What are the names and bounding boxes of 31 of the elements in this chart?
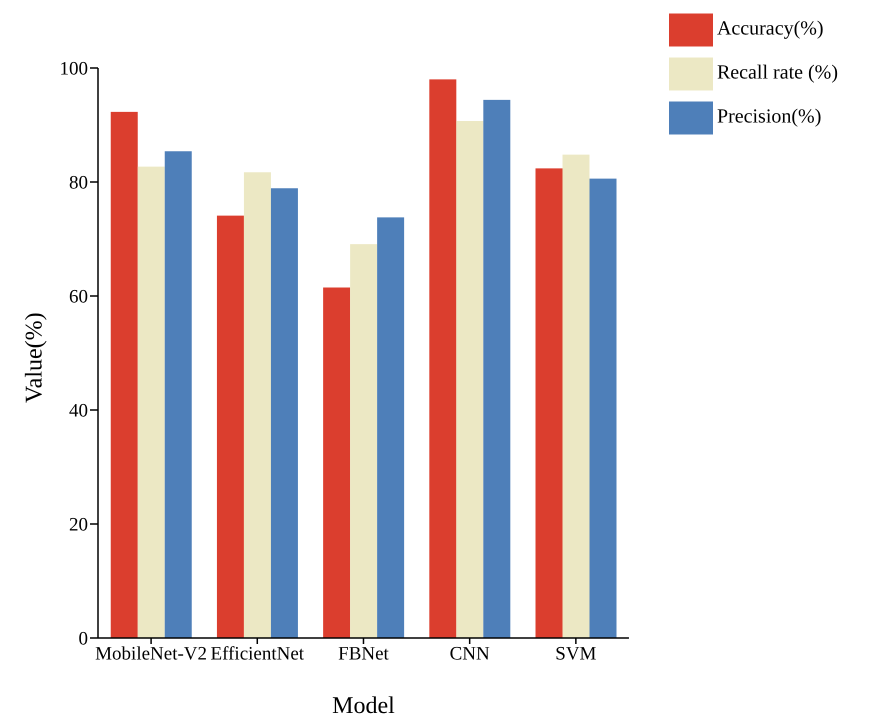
bar bbox=[590, 178, 617, 638]
y-tick-label: 0 bbox=[78, 628, 88, 650]
bar bbox=[429, 79, 456, 638]
legend-label: Accuracy(%) bbox=[716, 18, 824, 40]
bar bbox=[562, 154, 590, 638]
bar bbox=[377, 217, 404, 638]
y-tick-label: 40 bbox=[69, 400, 88, 422]
bar bbox=[323, 287, 350, 638]
y-axis-title: Value(%) bbox=[22, 312, 48, 403]
x-tick-label: EfficientNet bbox=[210, 643, 305, 664]
x-tick-label: SVM bbox=[555, 643, 597, 664]
bar bbox=[536, 168, 563, 638]
x-tick-label: FBNet bbox=[338, 643, 390, 664]
legend-label: Recall rate (%) bbox=[716, 62, 838, 84]
bar bbox=[138, 166, 165, 638]
bar bbox=[483, 100, 510, 638]
bar bbox=[270, 188, 298, 638]
y-tick-label: 60 bbox=[69, 286, 88, 308]
x-axis-title: Model bbox=[332, 693, 396, 719]
bar bbox=[456, 121, 484, 638]
bar bbox=[350, 244, 378, 638]
y-tick-label: 80 bbox=[69, 172, 88, 194]
bar bbox=[244, 172, 271, 638]
y-tick-label: 100 bbox=[60, 58, 88, 80]
bar bbox=[164, 151, 192, 638]
bar bbox=[110, 112, 138, 638]
legend-label: Precision(%) bbox=[716, 106, 822, 128]
x-tick-label: CNN bbox=[450, 643, 490, 664]
x-tick-label: MobileNet-V2 bbox=[95, 643, 208, 664]
bar bbox=[216, 216, 244, 638]
y-tick-label: 20 bbox=[69, 514, 88, 536]
